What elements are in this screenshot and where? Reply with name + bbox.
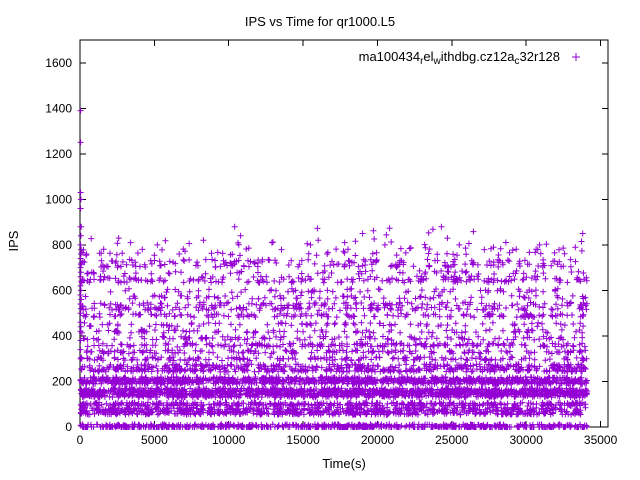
svg-text:15000: 15000: [286, 433, 320, 447]
svg-text:1000: 1000: [45, 192, 72, 206]
svg-text:10000: 10000: [212, 433, 246, 447]
y-tick-labels: 0 200 400 600 800 1000 1200 1400 1600: [45, 56, 72, 434]
outlier-points: [77, 107, 586, 362]
svg-text:30000: 30000: [510, 433, 544, 447]
svg-text:25000: 25000: [435, 433, 469, 447]
svg-text:600: 600: [52, 283, 72, 297]
svg-text:1400: 1400: [45, 101, 72, 115]
legend-marker-icon: [572, 53, 580, 61]
legend: ma100434relwithdbg.cz12ac32r128: [359, 49, 580, 67]
svg-text:0: 0: [65, 420, 72, 434]
svg-text:1600: 1600: [45, 56, 72, 70]
scatter-points: [77, 107, 591, 430]
svg-text:400: 400: [52, 329, 72, 343]
svg-text:1200: 1200: [45, 147, 72, 161]
svg-text:5000: 5000: [141, 433, 168, 447]
svg-text:0: 0: [77, 433, 84, 447]
x-tick-labels: 0 5000 10000 15000 20000 25000 30000 35000: [77, 433, 618, 447]
svg-text:800: 800: [52, 238, 72, 252]
y-axis-label: IPS: [6, 230, 21, 252]
svg-text:200: 200: [52, 375, 72, 389]
svg-text:35000: 35000: [584, 433, 618, 447]
x-axis-label: Time(s): [322, 456, 366, 471]
chart-title: IPS vs Time for qr1000.L5: [244, 14, 396, 29]
legend-label: ma100434relwithdbg.cz12ac32r128: [359, 49, 560, 67]
svg-text:20000: 20000: [361, 433, 395, 447]
